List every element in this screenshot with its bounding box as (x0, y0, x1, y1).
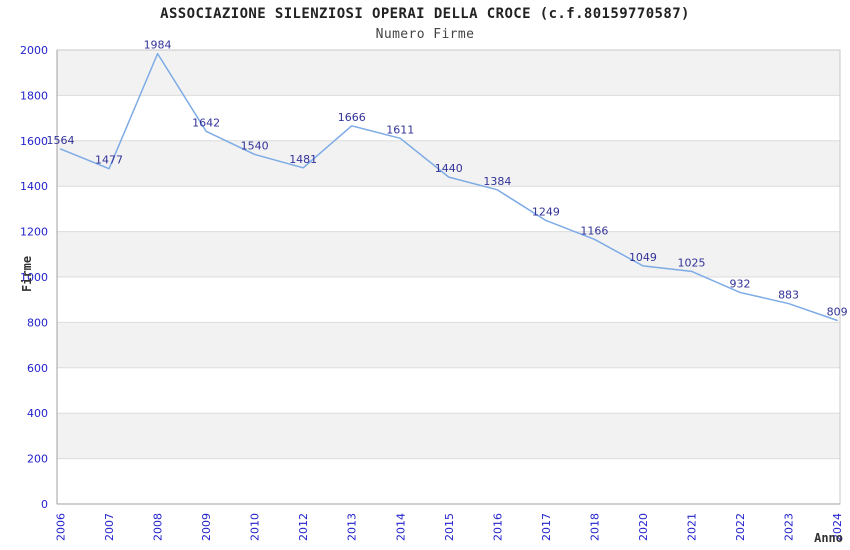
x-tick-label: 2017 (540, 513, 553, 541)
y-tick-label: 1000 (20, 271, 48, 284)
x-tick-label: 2020 (637, 513, 650, 541)
data-point-label: 1481 (289, 153, 317, 166)
data-point-label: 1440 (435, 162, 463, 175)
x-tick-label: 2016 (491, 513, 504, 541)
data-point-label: 1384 (483, 175, 511, 188)
data-point-label: 1249 (532, 205, 560, 218)
x-tick-label: 2009 (200, 513, 213, 541)
y-tick-label: 600 (27, 362, 48, 375)
plot-band (57, 140, 840, 187)
x-tick-label: 2006 (55, 513, 68, 541)
chart-title: ASSOCIAZIONE SILENZIOSI OPERAI DELLA CRO… (160, 6, 690, 22)
x-tick-label: 2022 (734, 513, 747, 541)
y-axis-title: Firme (20, 256, 34, 292)
plot-band (57, 50, 840, 96)
data-point-label: 1666 (338, 111, 366, 124)
y-tick-label: 400 (27, 407, 48, 420)
plot-band (57, 231, 840, 277)
chart-subtitle: Numero Firme (375, 27, 475, 42)
data-point-label: 1049 (629, 251, 657, 264)
y-tick-label: 1400 (20, 180, 48, 193)
data-point-label: 1984 (144, 39, 172, 52)
y-tick-label: 200 (27, 453, 48, 466)
data-point-label: 809 (827, 305, 848, 318)
x-tick-label: 2012 (297, 513, 310, 541)
data-point-label: 1477 (95, 154, 123, 167)
x-tick-label: 2018 (588, 513, 601, 541)
y-tick-label: 1800 (20, 89, 48, 102)
x-tick-label: 2021 (685, 513, 698, 541)
x-tick-label: 2014 (394, 513, 407, 541)
plot-band (57, 413, 840, 459)
x-tick-label: 2007 (103, 513, 116, 541)
data-point-label: 1642 (192, 116, 220, 129)
y-tick-label: 1200 (20, 226, 48, 239)
data-point-label: 1564 (47, 134, 75, 147)
y-tick-label: 800 (27, 316, 48, 329)
series-line (59, 52, 838, 322)
x-tick-label: 2023 (783, 513, 796, 541)
x-tick-label: 2013 (346, 513, 359, 541)
data-point-label: 883 (778, 289, 799, 302)
plot-band (57, 322, 840, 368)
y-tick-label: 1600 (20, 135, 48, 148)
x-tick-label: 2015 (443, 513, 456, 541)
y-tick-label: 2000 (20, 44, 48, 57)
y-tick-label: 0 (41, 498, 48, 511)
data-point-label: 932 (730, 277, 751, 290)
data-point-label: 1540 (241, 139, 269, 152)
x-tick-label: 2024 (831, 513, 844, 541)
x-tick-label: 2010 (249, 513, 262, 541)
data-point-label: 1166 (580, 224, 608, 237)
x-tick-label: 2008 (152, 513, 165, 541)
data-point-label: 1611 (386, 123, 414, 136)
data-point-label: 1025 (677, 256, 705, 269)
x-axis-title: Anno (814, 531, 843, 545)
